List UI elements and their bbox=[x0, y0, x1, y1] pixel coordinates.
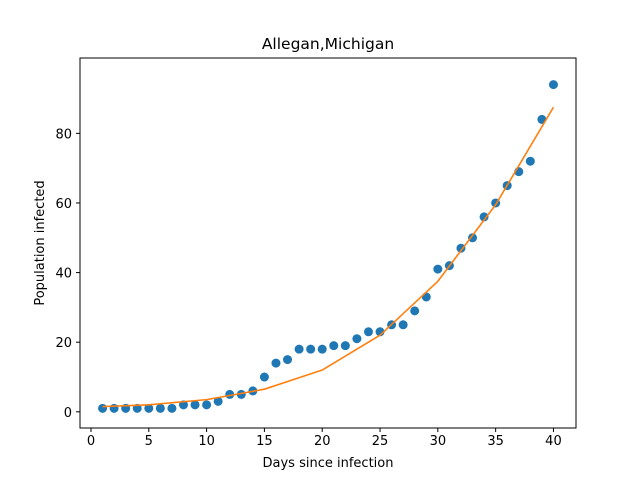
plot-area bbox=[98, 80, 558, 413]
x-tick-label: 20 bbox=[314, 434, 331, 449]
data-point bbox=[306, 344, 316, 354]
x-tick-label: 35 bbox=[487, 434, 504, 449]
x-tick-label: 10 bbox=[198, 434, 215, 449]
data-point bbox=[410, 306, 420, 316]
data-point bbox=[352, 334, 362, 344]
data-point bbox=[98, 403, 108, 413]
x-tick-label: 40 bbox=[545, 434, 562, 449]
y-axis-label: Population infected bbox=[33, 180, 48, 305]
data-point bbox=[190, 400, 200, 410]
data-point bbox=[363, 327, 373, 337]
data-point bbox=[421, 292, 431, 302]
data-point bbox=[213, 396, 223, 406]
x-tick-label: 15 bbox=[256, 434, 273, 449]
y-tick-label: 80 bbox=[55, 127, 72, 142]
data-point bbox=[202, 400, 212, 410]
x-tick-label: 0 bbox=[87, 434, 95, 449]
y-tick-label: 60 bbox=[55, 197, 72, 212]
data-point bbox=[317, 344, 327, 354]
data-point bbox=[548, 80, 558, 90]
data-point bbox=[456, 243, 466, 253]
data-point bbox=[283, 355, 293, 365]
x-axis: 0 5 10 15 20 25 30 35 40 bbox=[87, 428, 562, 449]
data-point bbox=[271, 358, 281, 368]
data-point bbox=[144, 403, 154, 413]
data-point bbox=[329, 341, 339, 351]
x-tick-label: 5 bbox=[145, 434, 153, 449]
x-tick-label: 30 bbox=[430, 434, 447, 449]
data-point bbox=[525, 156, 535, 166]
data-point bbox=[433, 264, 443, 274]
y-tick-label: 0 bbox=[64, 406, 72, 421]
x-tick-label: 25 bbox=[372, 434, 389, 449]
axes-frame bbox=[79, 57, 577, 429]
data-point bbox=[479, 212, 489, 222]
chart-title: Allegan,Michigan bbox=[262, 35, 394, 53]
data-point bbox=[259, 372, 269, 382]
data-point bbox=[109, 403, 119, 413]
y-tick-label: 40 bbox=[55, 267, 72, 282]
data-point bbox=[398, 320, 408, 330]
data-point bbox=[294, 344, 304, 354]
data-point bbox=[155, 403, 165, 413]
data-point bbox=[340, 341, 350, 351]
data-point bbox=[468, 233, 478, 243]
data-point bbox=[167, 403, 177, 413]
y-axis: 0 20 40 60 80 bbox=[55, 127, 80, 421]
y-tick-label: 20 bbox=[55, 336, 72, 351]
fit-line bbox=[102, 106, 555, 408]
x-axis-label: Days since infection bbox=[263, 456, 394, 471]
